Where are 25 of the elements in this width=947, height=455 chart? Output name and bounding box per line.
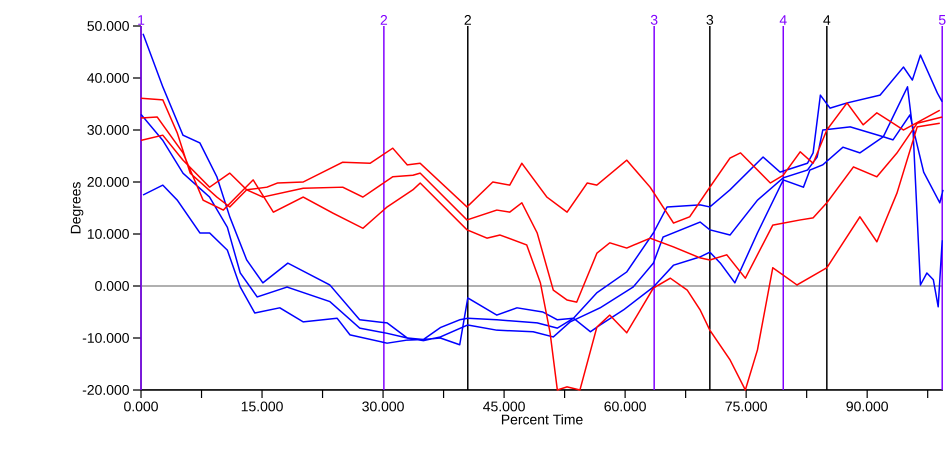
annotation: 2 bbox=[380, 15, 388, 25]
y-tick-label: 30.000 bbox=[87, 125, 129, 135]
x-tick-label: 15.000 bbox=[242, 401, 283, 412]
x-tick-label: 0.000 bbox=[124, 401, 158, 412]
annotation: 1 bbox=[138, 15, 144, 25]
y-tick-label: 0.000 bbox=[95, 281, 129, 291]
annotation: 2 bbox=[464, 15, 471, 25]
annotation: 3 bbox=[706, 14, 714, 25]
x-tick-label: 30.000 bbox=[362, 401, 404, 412]
annotation: 4 bbox=[823, 15, 830, 25]
x-tick-label: 45.000 bbox=[483, 401, 525, 412]
y-tick-label: 10.000 bbox=[88, 229, 129, 239]
y-tick-label: -10.000 bbox=[82, 333, 129, 343]
annotation: 5 bbox=[938, 15, 946, 25]
x-tick-label: 90.000 bbox=[846, 401, 888, 412]
y-tick-label: 20.000 bbox=[88, 177, 129, 187]
y-axis-title: Degrees bbox=[70, 182, 84, 234]
x-tick-label: 75.000 bbox=[726, 401, 767, 412]
y-tick-label: -20.000 bbox=[82, 385, 129, 395]
annotation: 4 bbox=[780, 15, 787, 25]
x-axis-title: Percent Time bbox=[502, 414, 583, 424]
y-tick-label: 50.000 bbox=[87, 21, 129, 31]
annotation: 3 bbox=[650, 14, 658, 25]
y-tick-label: 40.000 bbox=[87, 73, 129, 83]
x-tick-label: 60.000 bbox=[604, 401, 646, 412]
